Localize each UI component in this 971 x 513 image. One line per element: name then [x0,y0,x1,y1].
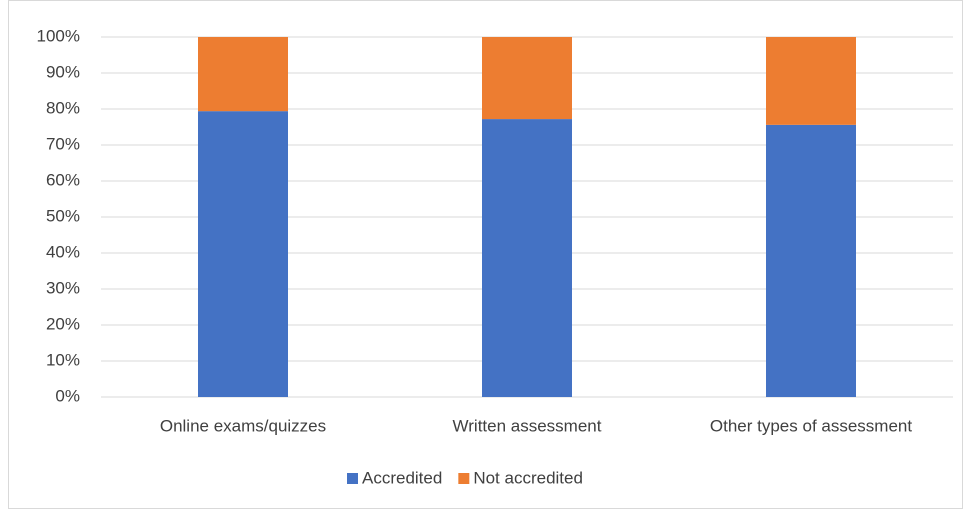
y-tick-label: 80% [46,98,80,117]
legend-swatch [458,473,470,484]
legend-label: Accredited [362,468,442,487]
bar-segment [198,111,288,397]
bar-segment [766,37,856,125]
y-tick-label: 30% [46,278,80,297]
x-tick-label: Other types of assessment [710,416,912,435]
y-tick-label: 70% [46,134,80,153]
y-tick-label: 10% [46,350,80,369]
legend-label: Not accredited [473,468,583,487]
bar-segment [766,124,856,397]
y-tick-label: 0% [55,386,80,405]
bar-segment [198,37,288,112]
x-tick-label: Online exams/quizzes [160,416,326,435]
legend-swatch [347,473,358,484]
y-tick-label: 60% [46,170,80,189]
y-tick-label: 100% [37,26,80,45]
bar-segment [482,37,572,120]
bar-segment [482,119,572,397]
y-tick-label: 40% [46,242,80,261]
x-tick-label: Written assessment [453,416,602,435]
y-tick-label: 90% [46,62,80,81]
y-tick-label: 20% [46,314,80,333]
y-tick-label: 50% [46,206,80,225]
